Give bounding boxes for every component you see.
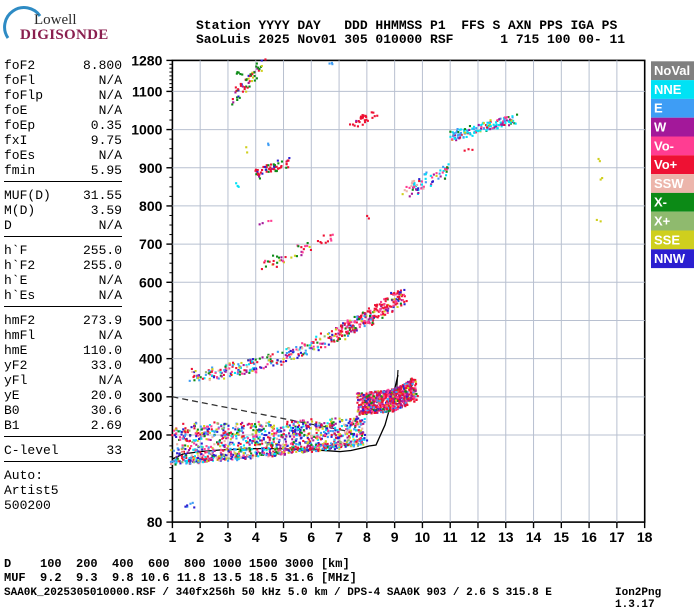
svg-text:9: 9 xyxy=(391,529,399,545)
svg-text:X-: X- xyxy=(654,195,667,210)
svg-text:4: 4 xyxy=(252,529,260,545)
svg-text:14: 14 xyxy=(526,529,542,545)
svg-text:10: 10 xyxy=(415,529,431,545)
svg-text:17: 17 xyxy=(609,529,625,545)
svg-text:2: 2 xyxy=(196,529,204,545)
svg-text:800: 800 xyxy=(139,198,163,214)
svg-text:300: 300 xyxy=(139,389,163,405)
svg-text:1: 1 xyxy=(169,529,177,545)
svg-text:NNW: NNW xyxy=(654,251,686,266)
svg-text:8: 8 xyxy=(363,529,371,545)
svg-text:500: 500 xyxy=(139,312,163,328)
svg-text:18: 18 xyxy=(637,529,653,545)
svg-text:16: 16 xyxy=(581,529,597,545)
svg-text:15: 15 xyxy=(554,529,570,545)
svg-text:6: 6 xyxy=(307,529,315,545)
svg-text:SSW: SSW xyxy=(654,176,684,191)
svg-text:Vo-: Vo- xyxy=(654,138,674,153)
svg-text:7: 7 xyxy=(335,529,343,545)
svg-text:5: 5 xyxy=(280,529,288,545)
svg-text:E: E xyxy=(654,101,663,116)
svg-text:12: 12 xyxy=(470,529,486,545)
svg-text:200: 200 xyxy=(139,427,163,443)
svg-text:NNE: NNE xyxy=(654,82,682,97)
svg-text:3: 3 xyxy=(224,529,232,545)
svg-text:1000: 1000 xyxy=(131,122,162,138)
svg-text:1100: 1100 xyxy=(132,83,163,99)
svg-text:600: 600 xyxy=(139,274,163,290)
svg-text:1280: 1280 xyxy=(131,52,162,68)
svg-text:SSE: SSE xyxy=(654,232,680,247)
svg-text:X+: X+ xyxy=(654,214,671,229)
svg-text:Vo+: Vo+ xyxy=(654,157,678,172)
svg-text:700: 700 xyxy=(139,236,163,252)
svg-text:900: 900 xyxy=(139,160,163,176)
svg-text:80: 80 xyxy=(147,514,163,530)
svg-text:W: W xyxy=(654,120,667,135)
svg-text:NoVal: NoVal xyxy=(654,63,690,78)
svg-text:400: 400 xyxy=(139,351,163,367)
svg-text:13: 13 xyxy=(498,529,514,545)
svg-text:11: 11 xyxy=(443,529,458,545)
